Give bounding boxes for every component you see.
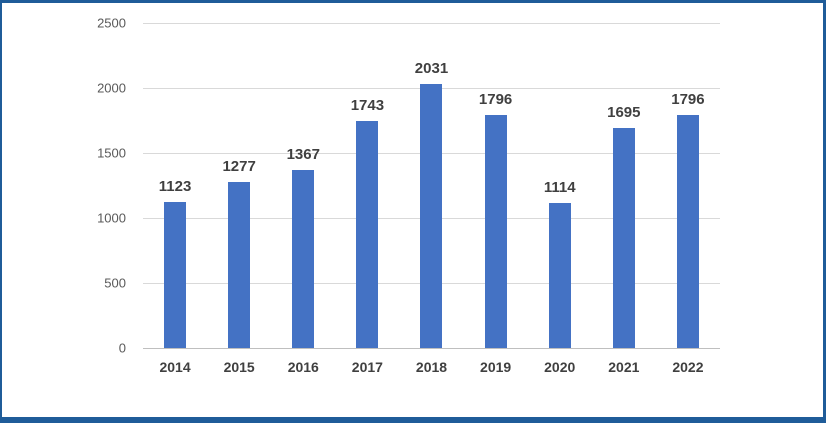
bar-value-label: 1743 <box>350 97 385 115</box>
bar-value-label: 1123 <box>158 178 192 196</box>
bar-value-label: 1796 <box>671 90 705 108</box>
bar-slot: 1367 <box>271 23 335 348</box>
bar-2018 <box>420 83 443 348</box>
bar-slot: 1277 <box>207 23 271 348</box>
y-axis-tick-label: 1500 <box>97 145 126 161</box>
bar-2014 <box>164 202 187 348</box>
bar-value-label: 1277 <box>222 158 256 175</box>
bar-2016 <box>292 170 315 348</box>
bar-2021 <box>612 127 635 348</box>
y-axis-tick-label: 0 <box>118 340 126 356</box>
bar-value-label: 2031 <box>414 59 449 77</box>
gridline <box>143 23 720 24</box>
y-axis-tick-label: 2000 <box>97 80 126 96</box>
bar-2015 <box>228 182 251 348</box>
x-axis-category-label: 2015 <box>223 359 255 375</box>
bars-row: 1123 1277 1367 1743 2031 1796 1114 1695 1796 <box>143 23 720 348</box>
bar-value-label: 1796 <box>478 90 513 108</box>
x-axis-category-label: 2017 <box>351 359 383 375</box>
bar-2019 <box>484 114 507 348</box>
x-axis-category-label: 2021 <box>608 359 640 375</box>
bar-slot: 1123 <box>143 23 207 348</box>
bar-slot: 2031 <box>399 23 463 348</box>
bar-2022 <box>676 114 699 348</box>
y-axis-tick-label: 1000 <box>97 210 126 226</box>
x-axis-category-label: 2020 <box>544 359 576 375</box>
x-axis-category-label: 2018 <box>415 359 448 375</box>
x-axis: 2014 2015 2016 2017 2018 2019 2020 2021 2022 <box>143 359 720 379</box>
bar-value-label: 1114 <box>543 179 576 197</box>
x-axis-category-label: 2019 <box>480 359 512 375</box>
bar-slot: 1114 <box>528 23 592 348</box>
bar-2020 <box>548 203 571 348</box>
bar-slot: 1796 <box>464 23 528 348</box>
x-axis-category-label: 2022 <box>672 359 704 375</box>
bar-slot: 1743 <box>335 23 399 348</box>
bar-slot: 1796 <box>656 23 720 348</box>
bar-value-label: 1695 <box>607 103 641 121</box>
y-axis-tick-label: 500 <box>104 275 126 291</box>
x-axis-line <box>143 348 720 349</box>
bar-slot: 1695 <box>592 23 656 348</box>
bar-value-label: 1367 <box>286 146 320 164</box>
plot-area: 2500 2000 1500 1000 500 0 1123 1277 1367 1743 2031… <box>97 16 720 356</box>
y-axis-tick-label: 2500 <box>97 15 126 31</box>
x-axis-category-label: 2014 <box>159 359 191 375</box>
bar-2017 <box>356 121 379 348</box>
x-axis-category-label: 2016 <box>287 359 319 375</box>
